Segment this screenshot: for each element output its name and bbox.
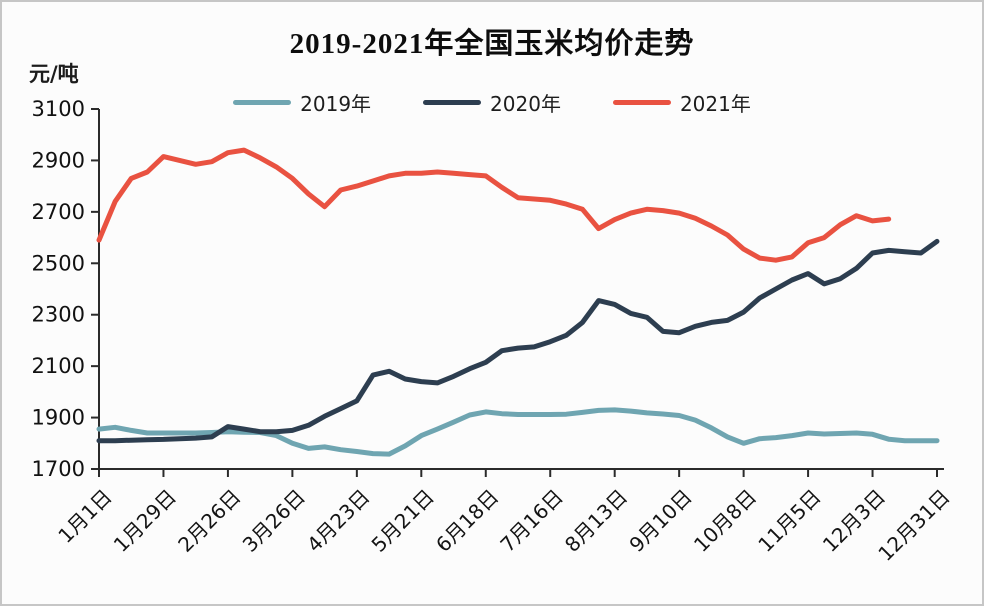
x-tick-label: 5月21日 (367, 485, 439, 557)
x-tick-label: 8月13日 (560, 485, 632, 557)
y-tick-label: 2300 (32, 303, 85, 327)
legend-line-icon-2021 (612, 100, 671, 105)
legend-item-2021: 2021年 (612, 88, 751, 117)
y-axis-unit-label: 元/吨 (29, 62, 79, 86)
legend-item-2020: 2020年 (423, 88, 561, 117)
series-line-2021 (96, 147, 892, 263)
x-tick-label: 1月29日 (109, 485, 181, 557)
x-tick-label: 1月1日 (53, 485, 116, 548)
chart-title: 2019-2021年全国玉米均价走势 (289, 28, 695, 60)
y-tick-label: 2700 (32, 200, 85, 224)
x-tick-label: 2月26日 (173, 485, 245, 557)
series-line-2019 (96, 407, 940, 457)
x-tick-label: 9月10日 (624, 485, 696, 557)
legend-label-2020: 2020年 (490, 92, 561, 116)
y-tick-label: 2500 (32, 251, 85, 275)
x-tick-label: 7月16日 (496, 485, 568, 557)
x-tick-label: 10月8日 (689, 485, 761, 557)
legend-label-2019: 2019年 (300, 92, 372, 116)
x-tick-label: 12月31日 (873, 485, 954, 566)
legend-line-icon-2020 (423, 100, 482, 105)
x-tick-label: 11月5日 (753, 485, 825, 557)
legend-label-2021: 2021年 (679, 92, 751, 116)
y-tick-label: 2100 (32, 354, 85, 378)
x-tick-label: 6月18日 (431, 485, 503, 557)
x-tick-label: 3月26日 (238, 485, 310, 557)
y-tick-label: 1900 (32, 406, 85, 430)
y-tick-label: 1700 (32, 457, 85, 481)
y-tick-label: 3100 (32, 97, 85, 121)
y-tick-label: 2900 (32, 148, 85, 172)
series-line-2020 (96, 238, 940, 444)
x-tick-label: 4月23日 (302, 485, 374, 557)
legend-item-2019: 2019年 (233, 88, 371, 117)
legend-line-icon-2019 (233, 100, 292, 105)
chart-legend: 2019年 2020年 2021年 (2, 88, 982, 117)
